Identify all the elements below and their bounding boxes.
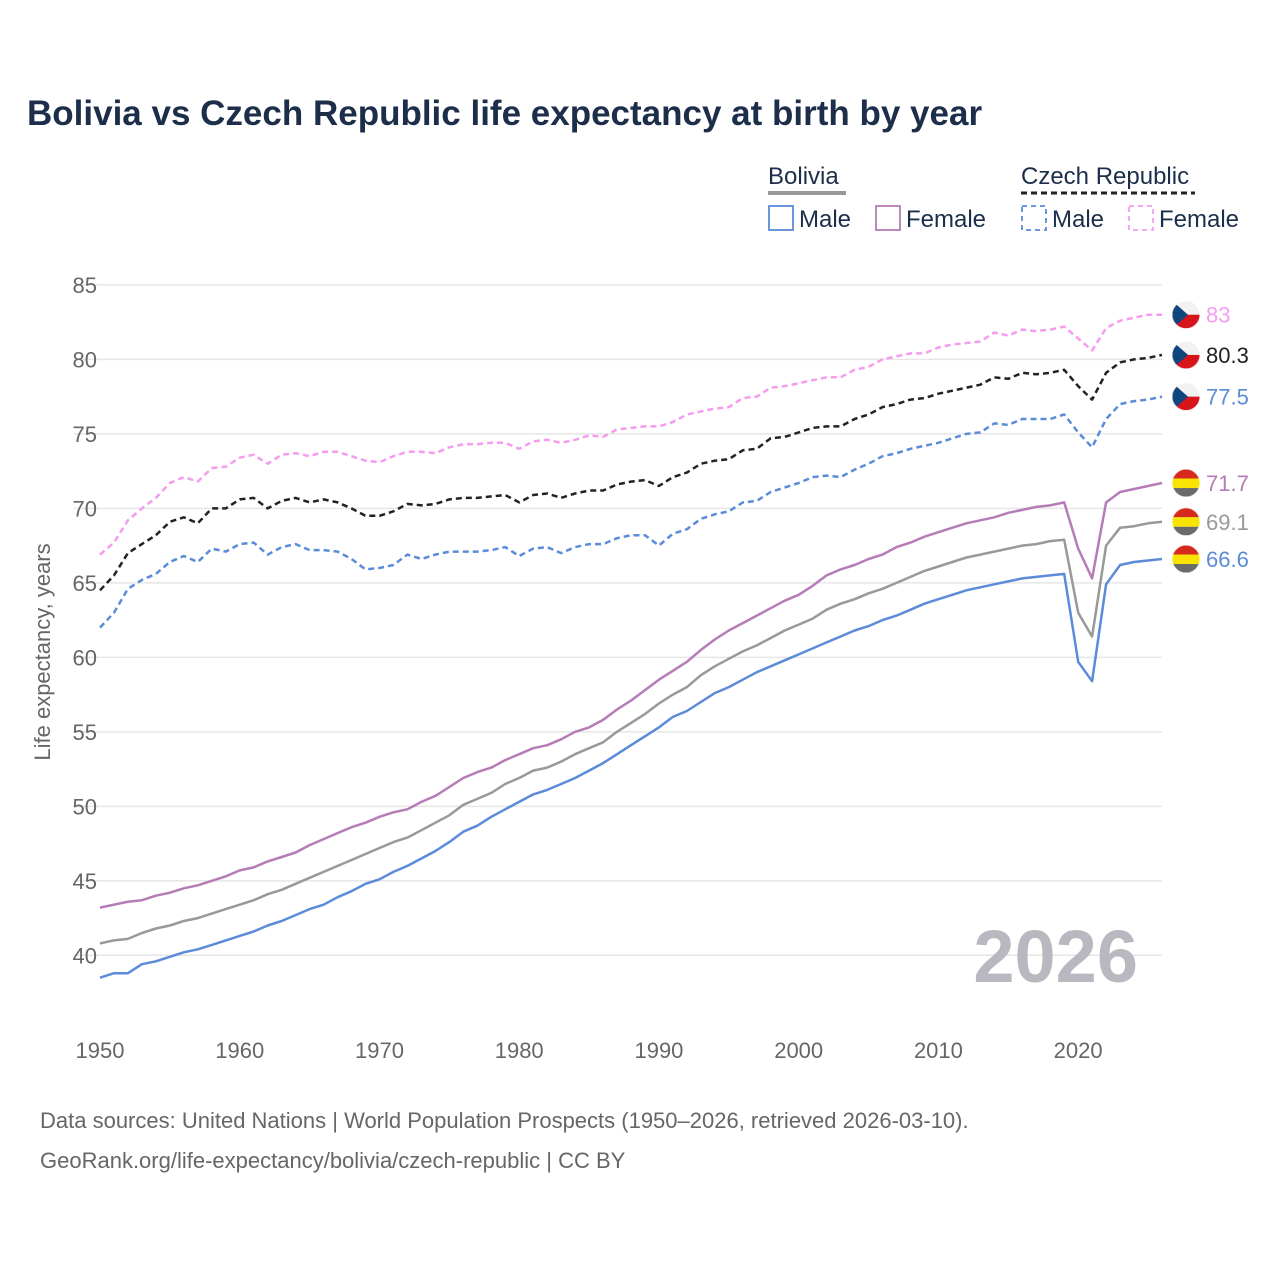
legend-czech-female-label: Female <box>1159 206 1239 233</box>
series-line-bolivia-total <box>99 520 1163 945</box>
end-label-bolivia-female: 71.7 <box>1206 471 1249 496</box>
x-axis-ticks: 1950 1960 1970 1980 1990 2000 2010 2020 <box>76 1038 1103 1063</box>
year-watermark: 2026 <box>973 915 1138 998</box>
legend-czech-male-swatch <box>1021 205 1047 231</box>
y-tick-label-85: 85 <box>73 273 97 298</box>
x-tick-label-1970: 1970 <box>355 1038 404 1063</box>
flag-czech-republic-male <box>1172 382 1200 411</box>
end-label-bolivia-male: 66.6 <box>1206 547 1249 572</box>
legend-bolivia-male-swatch <box>768 205 794 231</box>
legend-group-czech-republic: Czech Republic <box>1021 163 1189 190</box>
legend: Bolivia Male Female Czech Republic Male … <box>768 163 1239 233</box>
legend-czech-male-label: Male <box>1052 206 1104 233</box>
y-tick-label-60: 60 <box>73 645 97 670</box>
source-url: GeoRank.org/life-expectancy/bolivia/czec… <box>40 1148 626 1173</box>
flag-bolivia-total-gray <box>1172 526 1200 536</box>
y-tick-label-45: 45 <box>73 869 97 894</box>
flag-bolivia-female-gray <box>1172 488 1200 498</box>
flag-bolivia-male-gray <box>1172 564 1200 574</box>
flag-bolivia-male-yellow <box>1172 554 1200 565</box>
end-label-czech-republic-female: 83 <box>1206 303 1230 328</box>
y-tick-label-50: 50 <box>73 794 97 819</box>
end-label-bolivia-total: 69.1 <box>1206 510 1249 535</box>
x-tick-label-2020: 2020 <box>1054 1038 1103 1063</box>
flag-bolivia-male <box>1172 545 1200 574</box>
y-axis-ticks: 40 45 50 55 60 65 70 75 80 85 <box>73 273 97 968</box>
flag-bolivia-female <box>1172 469 1200 498</box>
flag-czech-republic-total <box>1172 340 1200 369</box>
legend-czech-female-swatch <box>1128 205 1154 231</box>
x-tick-label-1950: 1950 <box>76 1038 125 1063</box>
source-note: Data sources: United Nations | World Pop… <box>40 1108 969 1133</box>
legend-bolivia-female-label: Female <box>906 206 986 233</box>
flag-czech-republic-female-blue <box>1172 300 1188 329</box>
flag-czech-republic-male-blue <box>1172 382 1188 411</box>
flag-bolivia-total-yellow <box>1172 517 1200 527</box>
flag-czech-republic-female <box>1172 300 1200 329</box>
y-tick-label-80: 80 <box>73 347 97 372</box>
flag-bolivia-male-red <box>1172 545 1200 555</box>
x-tick-label-1990: 1990 <box>634 1038 683 1063</box>
series-line-bolivia-male <box>99 557 1163 979</box>
flag-bolivia-total-red <box>1172 507 1200 518</box>
end-label-czech-republic-total: 80.3 <box>1206 343 1249 368</box>
series <box>99 313 1163 979</box>
series-line-czech-republic-total <box>99 353 1163 592</box>
y-tick-label-70: 70 <box>73 496 97 521</box>
y-tick-label-75: 75 <box>73 422 97 447</box>
x-tick-label-1960: 1960 <box>215 1038 264 1063</box>
y-axis-label: Life expectancy, years <box>30 543 55 760</box>
series-line-bolivia-female <box>99 481 1163 909</box>
x-tick-label-1980: 1980 <box>495 1038 544 1063</box>
end-markers: 83 80.3 77.5 71.7 69.1 66.6 <box>1172 300 1249 574</box>
series-line-czech-republic-female <box>99 313 1162 556</box>
grid <box>74 284 1162 957</box>
end-label-czech-republic-male: 77.5 <box>1206 385 1249 410</box>
y-tick-label-65: 65 <box>73 571 97 596</box>
y-tick-label-55: 55 <box>73 720 97 745</box>
legend-group-bolivia: Bolivia <box>768 163 839 190</box>
series-line-czech-republic-male <box>99 395 1163 629</box>
flag-czech-republic-total-blue <box>1172 340 1188 369</box>
legend-bolivia-female-swatch <box>875 205 901 231</box>
flag-bolivia-female-yellow <box>1172 478 1200 489</box>
legend-bolivia-male-label: Male <box>799 206 851 233</box>
flag-bolivia-total <box>1172 507 1200 536</box>
x-tick-label-2000: 2000 <box>774 1038 823 1063</box>
y-tick-label-40: 40 <box>73 943 97 968</box>
chart-title: Bolivia vs Czech Republic life expectanc… <box>27 94 983 133</box>
flag-bolivia-female-red <box>1172 469 1200 479</box>
x-tick-label-2010: 2010 <box>914 1038 963 1063</box>
